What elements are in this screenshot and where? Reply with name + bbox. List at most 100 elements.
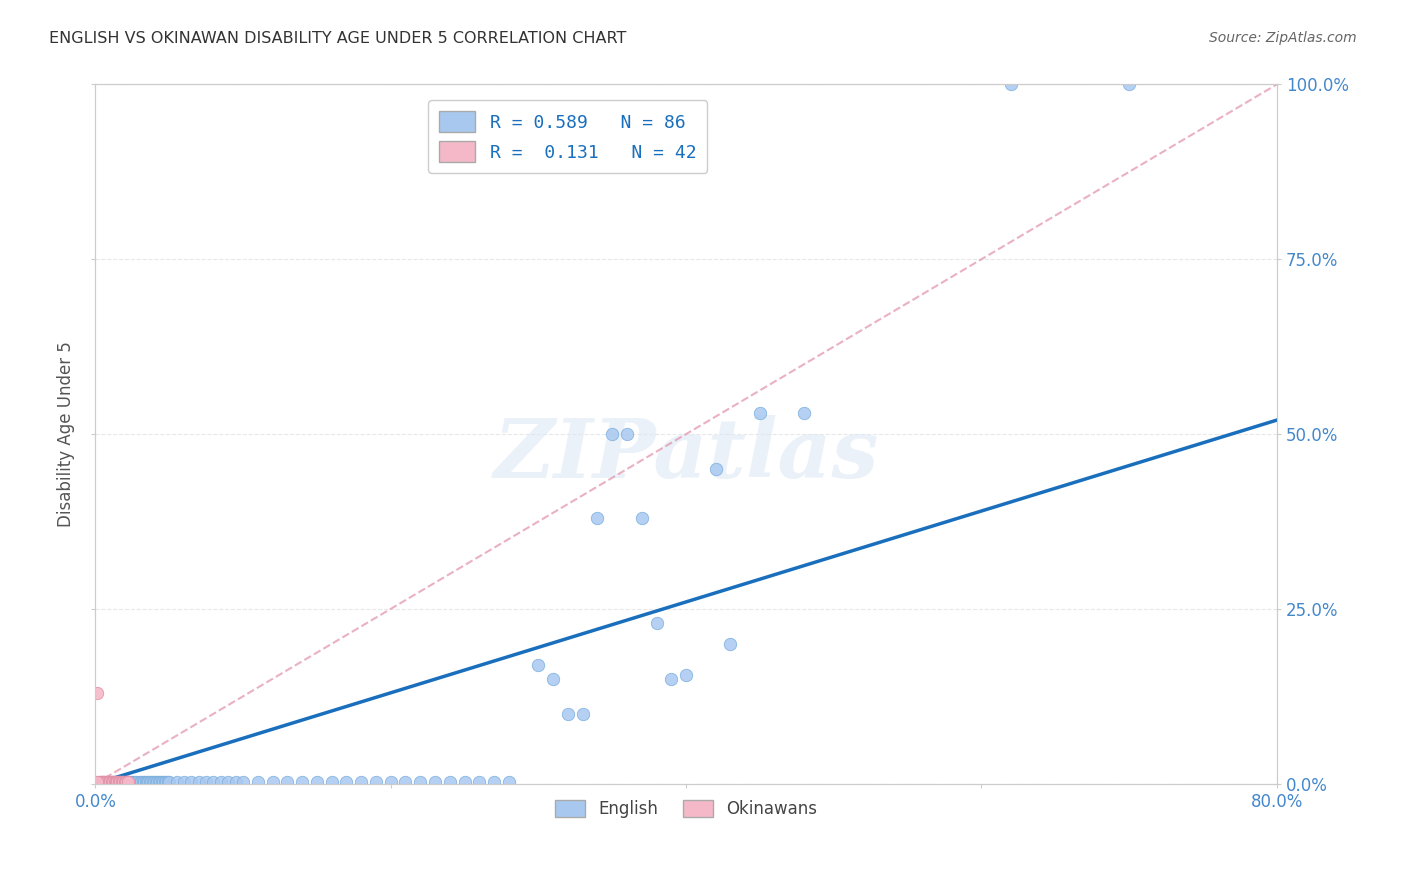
Point (394, 775, 416, 789)
Point (91, 775, 114, 789)
Point (111, 775, 134, 789)
Point (103, 775, 125, 789)
Point (541, 672, 564, 686)
Point (114, 775, 136, 789)
Point (600, 427, 623, 442)
Point (135, 775, 157, 789)
Point (94, 775, 117, 789)
Point (616, 427, 638, 442)
Point (98, 775, 121, 789)
Point (793, 406, 815, 420)
Point (86, 686, 108, 700)
Point (104, 775, 127, 789)
Point (217, 775, 239, 789)
Point (124, 775, 146, 789)
Point (276, 775, 298, 789)
Point (645, 615, 668, 630)
Point (468, 775, 491, 789)
Point (364, 775, 387, 789)
Point (97, 775, 120, 789)
Point (125, 775, 148, 789)
Point (498, 775, 520, 789)
Point (122, 775, 145, 789)
Point (86, 775, 108, 789)
Point (93, 775, 115, 789)
Point (152, 775, 174, 789)
Point (246, 775, 269, 789)
Point (98, 775, 121, 789)
Point (195, 775, 218, 789)
Point (148, 775, 170, 789)
Point (112, 775, 135, 789)
Point (132, 775, 155, 789)
Point (180, 775, 202, 789)
Point (107, 775, 129, 789)
Text: Source: ZipAtlas.com: Source: ZipAtlas.com (1209, 31, 1357, 45)
Point (94, 775, 117, 789)
Point (121, 775, 143, 789)
Point (96, 775, 118, 789)
Point (89, 775, 111, 789)
Point (557, 706, 579, 721)
Point (659, 672, 682, 686)
Point (173, 775, 195, 789)
Point (305, 775, 328, 789)
Point (87, 775, 110, 789)
Point (103, 775, 125, 789)
Point (114, 775, 136, 789)
Point (232, 775, 254, 789)
Point (108, 775, 131, 789)
Point (114, 775, 136, 789)
Point (586, 511, 609, 525)
Point (101, 775, 124, 789)
Point (111, 775, 134, 789)
Point (439, 775, 461, 789)
Point (97, 775, 120, 789)
Point (453, 775, 475, 789)
Point (128, 775, 150, 789)
Point (101, 775, 124, 789)
Point (156, 775, 179, 789)
Point (104, 775, 127, 789)
Text: ZIPatlas: ZIPatlas (494, 415, 879, 495)
Point (129, 775, 152, 789)
Point (1118, 78, 1140, 92)
Y-axis label: Disability Age Under 5: Disability Age Under 5 (58, 341, 75, 527)
Point (335, 775, 357, 789)
Point (409, 775, 432, 789)
Point (291, 775, 314, 789)
Point (321, 775, 343, 789)
Point (143, 775, 166, 789)
Point (141, 775, 163, 789)
Point (90, 775, 112, 789)
Point (166, 775, 188, 789)
Point (145, 775, 167, 789)
Point (100, 775, 122, 789)
Point (117, 775, 139, 789)
Point (115, 775, 138, 789)
Point (91, 775, 114, 789)
Point (630, 511, 652, 525)
Point (149, 775, 172, 789)
Point (96, 775, 118, 789)
Point (115, 775, 138, 789)
Point (718, 637, 741, 651)
Point (209, 775, 232, 789)
Point (108, 775, 131, 789)
Point (153, 775, 176, 789)
Point (675, 668, 697, 682)
Point (112, 775, 135, 789)
Point (118, 775, 141, 789)
Point (110, 775, 132, 789)
Point (112, 775, 135, 789)
Point (111, 775, 134, 789)
Point (423, 775, 446, 789)
Point (108, 775, 131, 789)
Point (225, 775, 247, 789)
Point (380, 775, 402, 789)
Point (120, 775, 142, 789)
Point (103, 775, 125, 789)
Point (157, 775, 180, 789)
Point (138, 775, 160, 789)
Point (96, 775, 118, 789)
